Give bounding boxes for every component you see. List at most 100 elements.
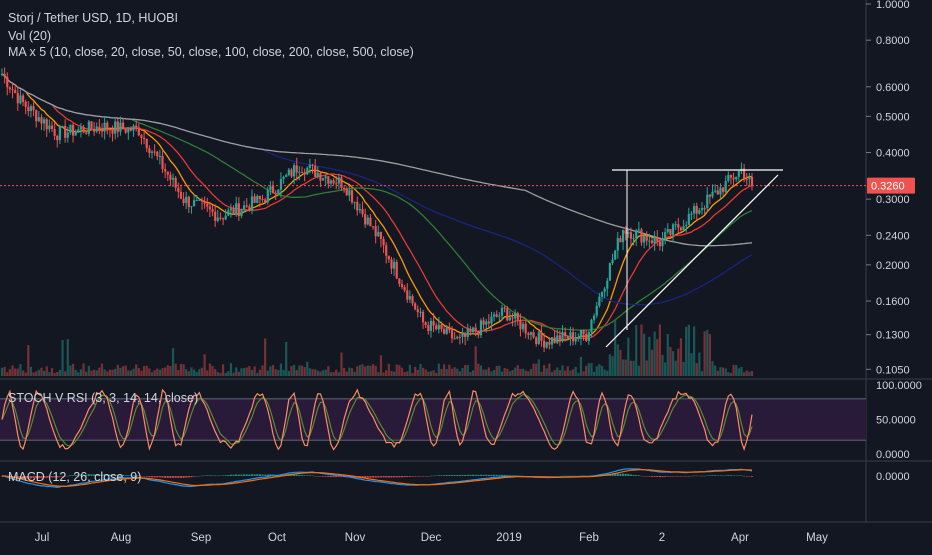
volume-bar — [466, 365, 469, 376]
candle-body — [566, 336, 569, 339]
candle-body — [37, 117, 40, 122]
macd-histogram-bar — [653, 476, 656, 477]
macd-histogram-bar — [108, 474, 111, 476]
volume-bar — [693, 326, 696, 376]
candle-body — [343, 187, 346, 189]
candle-body — [508, 317, 511, 321]
macd-histogram-bar — [311, 475, 314, 476]
volume-bar — [103, 369, 106, 376]
candle-body — [603, 288, 606, 292]
candle-body — [377, 231, 380, 237]
volume-bar — [237, 371, 240, 376]
volume-bar — [606, 370, 609, 376]
volume-bar — [48, 372, 51, 376]
volume-bar — [403, 372, 406, 376]
macd-histogram-bar — [511, 475, 514, 476]
volume-bar — [58, 369, 61, 376]
candle-body — [729, 174, 733, 178]
macd-histogram-bar — [235, 474, 238, 476]
volume-bar — [93, 369, 96, 376]
candle-body — [361, 209, 364, 215]
volume-bar — [79, 369, 83, 376]
candle-body — [629, 232, 633, 239]
candle-body — [590, 319, 593, 333]
volume-bar — [235, 367, 238, 376]
candle-body — [495, 314, 498, 317]
candle-body — [703, 208, 706, 210]
candle-body — [245, 205, 248, 207]
volume-bar — [190, 367, 193, 376]
candle-body — [700, 208, 704, 211]
macd-histogram-bar — [416, 476, 419, 477]
macd-histogram-bar — [193, 476, 196, 477]
macd-histogram-bar — [740, 475, 743, 476]
macd-histogram-bar — [98, 474, 101, 476]
candle-body — [235, 203, 238, 215]
volume-bar — [690, 353, 693, 376]
candle-body — [366, 217, 369, 225]
volume-bar — [729, 372, 733, 376]
candle-body — [714, 190, 717, 192]
candle-body — [574, 338, 577, 342]
time-axis[interactable]: Jul Aug Sep Oct Nov Dec 2019 Feb 2 Apr May — [35, 532, 828, 544]
macd-histogram-bar — [429, 475, 433, 477]
volume-bar — [490, 371, 493, 376]
macd-histogram-bar — [308, 475, 311, 476]
macd-histogram-bar — [435, 475, 438, 477]
volume-bar — [158, 369, 161, 376]
candle-body — [121, 122, 125, 129]
macd-histogram-bar — [329, 476, 333, 478]
volume-bar — [485, 369, 488, 376]
macd-histogram-bar — [548, 476, 551, 477]
volume-bar — [300, 365, 304, 376]
price-tick-label: 1.0000 — [876, 0, 910, 11]
volume-bar — [203, 354, 206, 376]
drawn-trendlines[interactable] — [0, 169, 866, 348]
candle-body — [303, 172, 306, 175]
volume-bar — [356, 366, 359, 376]
candle-body — [85, 132, 88, 134]
volume-bar — [398, 364, 401, 376]
volume-bar — [135, 364, 138, 376]
volume-bar — [637, 365, 640, 376]
macd-histogram-bar — [256, 474, 259, 476]
volume-bar — [245, 367, 248, 376]
volume-bar — [179, 363, 183, 376]
volume-bar — [493, 370, 496, 376]
candle-body — [48, 125, 51, 130]
macd-histogram-bar — [458, 475, 461, 476]
volume-bar — [140, 370, 143, 376]
volume-bar — [279, 363, 283, 376]
macd-histogram-bar — [364, 476, 367, 478]
candle-body — [237, 203, 240, 217]
candle-body — [40, 117, 43, 124]
candle-body — [208, 206, 211, 210]
candle-body — [61, 125, 64, 127]
candle-body — [177, 187, 180, 192]
volume-bar — [282, 369, 285, 376]
macd-histogram-bar — [724, 475, 727, 476]
macd-histogram-bar — [58, 476, 61, 477]
candle-body — [16, 93, 19, 104]
macd-histogram-bar — [56, 476, 59, 478]
candle-body — [429, 320, 433, 331]
candle-body — [161, 155, 164, 170]
stoch-tick-label: 0.0000 — [876, 449, 910, 461]
price-axis[interactable]: 1.0000 0.8000 0.6000 0.5000 0.4000 0.3000 0.24… — [866, 0, 915, 376]
volume-bar — [482, 369, 485, 376]
volume-bar — [227, 371, 230, 376]
candle-body — [53, 128, 56, 136]
candle-body — [561, 332, 564, 342]
candle-body — [656, 236, 659, 242]
macd-signal-line — [2, 469, 753, 487]
volume-bar — [487, 367, 490, 376]
macd-histogram-bar — [261, 474, 264, 476]
volume-bar — [664, 362, 667, 376]
volume-bar — [524, 370, 527, 376]
volume-bar — [256, 372, 259, 376]
support-trendline[interactable] — [605, 174, 779, 348]
volume-bar — [577, 372, 580, 376]
candle-body — [350, 190, 354, 203]
volume-bar — [95, 370, 98, 376]
